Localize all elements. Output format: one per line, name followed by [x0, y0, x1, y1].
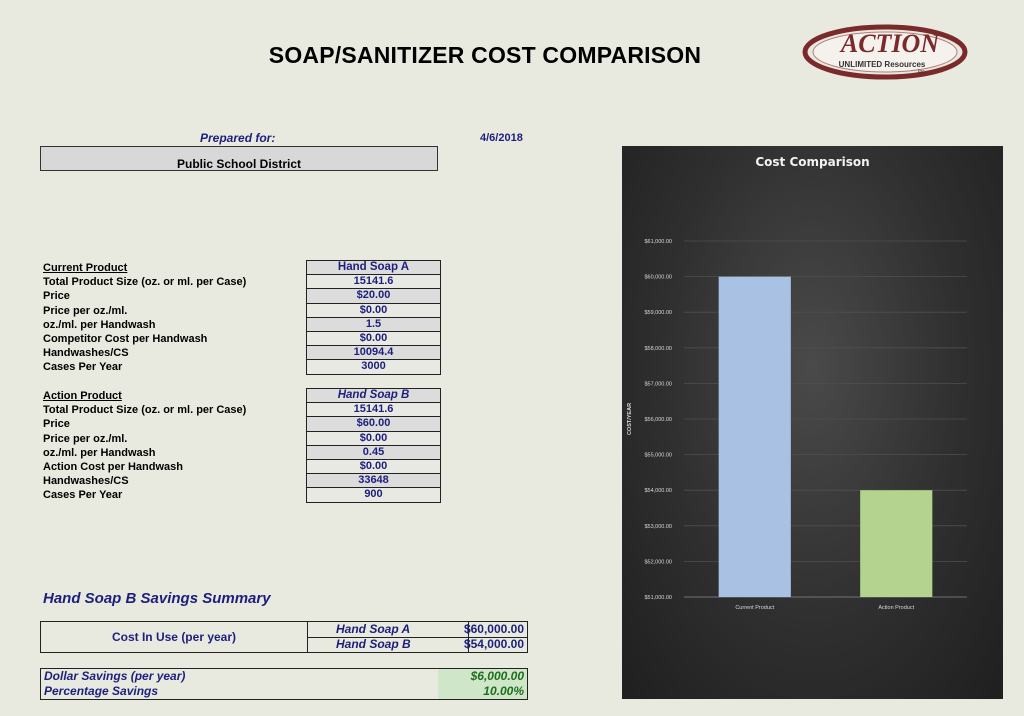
percentage-savings-label: Percentage Savings	[44, 684, 159, 698]
percentage-savings-value: 10.00%	[483, 684, 524, 698]
value-cell[interactable]: 3000	[307, 359, 440, 374]
dollar-savings-value: $6,000.00	[470, 669, 524, 683]
savings-summary-title: Hand Soap B Savings Summary	[43, 590, 271, 607]
action-product-heading: Action Product	[43, 390, 122, 402]
y-tick-label: $57,000.00	[644, 381, 672, 387]
row-label: Total Product Size (oz. or ml. per Case)	[43, 276, 247, 289]
y-tick-label: $53,000.00	[644, 524, 672, 530]
bar-action-product	[860, 490, 933, 597]
value-cell[interactable]: $60.00	[307, 416, 440, 431]
current-product-labels: Current Product Total Product Size (oz. …	[43, 261, 246, 375]
y-tick-label: $58,000.00	[644, 346, 672, 352]
logo-sub-text: UNLIMITED Resources	[839, 60, 926, 69]
value-cell[interactable]: $0.00	[307, 302, 440, 317]
y-axis-label: COST/YEAR	[627, 403, 633, 435]
cost-in-use-label: Cost In Use (per year)	[41, 622, 308, 652]
row-label: Handwashes/CS	[43, 347, 129, 360]
row-label: Price per oz./ml.	[43, 304, 128, 317]
row-label: Price	[43, 290, 70, 303]
x-tick-label: Current Product	[735, 605, 774, 611]
chart-plot: $51,000.00 $52,000.00 $53,000.00 $54,000.00…	[627, 239, 967, 611]
chart-title: Cost Comparison	[755, 155, 870, 169]
dollar-savings-row: Dollar Savings (per year) $6,000.00	[41, 669, 527, 684]
y-tick-label: $51,000.00	[644, 595, 672, 601]
cost-in-use-table: Cost In Use (per year) Hand Soap A $60,0…	[40, 621, 528, 653]
value-cell[interactable]: 900	[307, 487, 440, 502]
y-tick-label: $54,000.00	[644, 488, 672, 494]
row-label: Handwashes/CS	[43, 475, 129, 488]
row-label: Action Cost per Handwash	[43, 460, 183, 473]
y-tick-label: $61,000.00	[644, 239, 672, 245]
action-product-values: Hand Soap B 15141.6 $60.00 $0.00 0.45 $0…	[306, 388, 441, 503]
page-title: SOAP/SANITIZER COST COMPARISON	[268, 42, 702, 68]
y-tick-label: $59,000.00	[644, 310, 672, 316]
value-cell[interactable]: 33648	[307, 473, 440, 488]
action-product-name-cell[interactable]: Hand Soap B	[307, 389, 440, 403]
action-product-labels: Action Product Total Product Size (oz. o…	[43, 389, 246, 503]
row-label: Competitor Cost per Handwash	[43, 332, 208, 345]
row-label: oz./ml. per Handwash	[43, 318, 156, 331]
company-logo: ACTION UNLIMITED Resources Inc.	[802, 24, 968, 80]
current-product-name-cell[interactable]: Hand Soap A	[307, 261, 440, 275]
cost-row-b-name: Hand Soap B	[336, 637, 411, 651]
y-tick-label: $60,000.00	[644, 275, 672, 281]
y-tick-label: $52,000.00	[644, 559, 672, 565]
cost-row-a-name: Hand Soap A	[336, 622, 411, 636]
row-label: Cases Per Year	[43, 489, 123, 502]
row-label: oz./ml. per Handwash	[43, 446, 156, 459]
row-label: Price per oz./ml.	[43, 432, 128, 445]
row-label: Total Product Size (oz. or ml. per Case)	[43, 404, 247, 417]
value-cell[interactable]: 15141.6	[307, 274, 440, 289]
logo-main-text: ACTION	[839, 29, 940, 58]
cost-row-a-value: $60,000.00	[463, 622, 524, 636]
bar-current-product	[718, 276, 791, 597]
row-label: Price	[43, 418, 70, 431]
cost-row-b: Hand Soap B $54,000.00	[308, 637, 527, 652]
row-label: Cases Per Year	[43, 361, 123, 374]
x-tick-label: Action Product	[878, 605, 914, 611]
report-date: 4/6/2018	[480, 132, 523, 144]
percentage-savings-row: Percentage Savings 10.00%	[41, 684, 527, 699]
dollar-savings-label: Dollar Savings (per year)	[44, 669, 186, 683]
value-cell[interactable]: 10094.4	[307, 345, 440, 360]
y-tick-label: $55,000.00	[644, 453, 672, 459]
current-product-heading: Current Product	[43, 262, 128, 274]
cost-comparison-chart: Cost Comparison $51,000.00 $52,000.00 $53,…	[622, 146, 1003, 699]
savings-table: Dollar Savings (per year) $6,000.00 Perc…	[40, 668, 528, 700]
cost-row-b-value: $54,000.00	[463, 637, 524, 651]
value-cell[interactable]: 15141.6	[307, 402, 440, 417]
client-name-field[interactable]: Public School District	[40, 146, 438, 171]
value-cell[interactable]: $0.00	[307, 458, 440, 474]
value-cell[interactable]: $20.00	[307, 288, 440, 303]
y-tick-label: $56,000.00	[644, 417, 672, 423]
value-cell[interactable]: $0.00	[307, 330, 440, 346]
current-product-values: Hand Soap A 15141.6 $20.00 $0.00 1.5 $0.…	[306, 260, 441, 375]
value-cell[interactable]: $0.00	[307, 430, 440, 445]
prepared-for-label: Prepared for:	[200, 131, 276, 145]
logo-inc-text: Inc.	[918, 69, 926, 75]
value-cell[interactable]: 0.45	[307, 444, 440, 459]
cost-row-a: Hand Soap A $60,000.00	[308, 622, 527, 638]
value-cell[interactable]: 1.5	[307, 316, 440, 331]
